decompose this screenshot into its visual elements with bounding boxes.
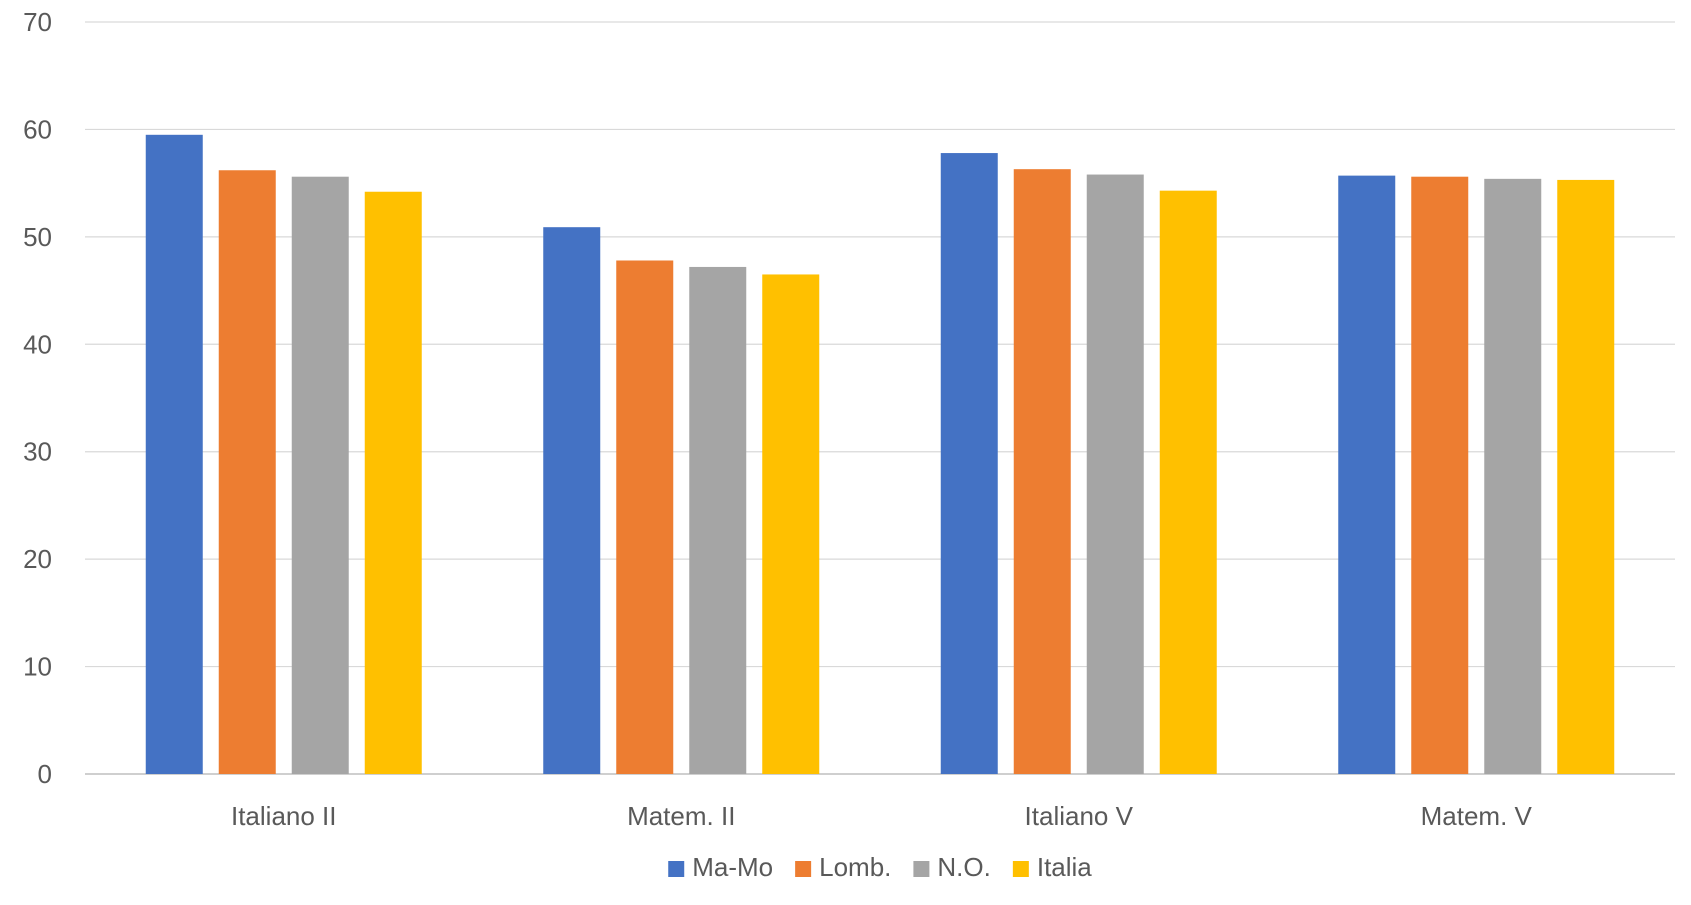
y-axis-tick-labels: 0 10 20 30 40 50 60 70 — [23, 7, 52, 789]
legend: Ma-Mo Lomb. N.O. Italia — [668, 852, 1092, 882]
y-tick-label: 40 — [23, 329, 52, 359]
x-category-label: Matem. II — [627, 801, 735, 831]
legend-item-italia: Italia — [1012, 852, 1092, 882]
bar-n-o-3 — [1484, 178, 1542, 775]
legend-item-ma-mo: Ma-Mo — [668, 852, 773, 882]
legend-swatch — [1012, 861, 1029, 877]
bar-n-o-2 — [1086, 174, 1144, 774]
legend-item-n-o: N.O. — [913, 852, 991, 882]
y-tick-label: 10 — [23, 652, 52, 682]
bar-ma-mo-1 — [543, 227, 601, 774]
x-category-label: Italiano II — [231, 801, 337, 831]
bar-italia-2 — [1159, 190, 1217, 775]
y-tick-label: 50 — [23, 222, 52, 252]
bar-italia-1 — [762, 274, 820, 774]
y-tick-label: 0 — [38, 759, 52, 789]
legend-item-lomb: Lomb. — [795, 852, 891, 882]
legend-swatch — [913, 861, 930, 877]
y-tick-label: 70 — [23, 7, 52, 37]
bar-n-o-1 — [689, 266, 747, 774]
x-category-label: Matem. V — [1421, 801, 1533, 831]
bar-ma-mo-0 — [145, 134, 203, 775]
bar-lomb-1 — [616, 260, 674, 774]
legend-label: Italia — [1037, 852, 1092, 882]
x-axis-category-labels: Italiano II Matem. II Italiano V Matem. V — [231, 801, 1533, 831]
bar-lomb-2 — [1013, 169, 1071, 775]
y-tick-label: 30 — [23, 437, 52, 467]
bar-lomb-0 — [218, 170, 276, 774]
legend-swatch — [795, 861, 812, 877]
gridlines — [85, 21, 1675, 775]
bar-italia-3 — [1557, 179, 1615, 775]
bar-ma-mo-2 — [940, 153, 998, 774]
bar-lomb-3 — [1411, 176, 1469, 774]
x-category-label: Italiano V — [1025, 801, 1134, 831]
y-tick-label: 20 — [23, 544, 52, 574]
bar-n-o-0 — [291, 176, 349, 774]
legend-label: Lomb. — [819, 852, 891, 882]
bar-italia-0 — [364, 191, 422, 775]
legend-label: N.O. — [937, 852, 990, 882]
bars — [145, 134, 1615, 775]
legend-swatch — [668, 861, 685, 877]
legend-label: Ma-Mo — [692, 852, 773, 882]
bar-ma-mo-3 — [1338, 175, 1396, 774]
y-tick-label: 60 — [23, 114, 52, 144]
